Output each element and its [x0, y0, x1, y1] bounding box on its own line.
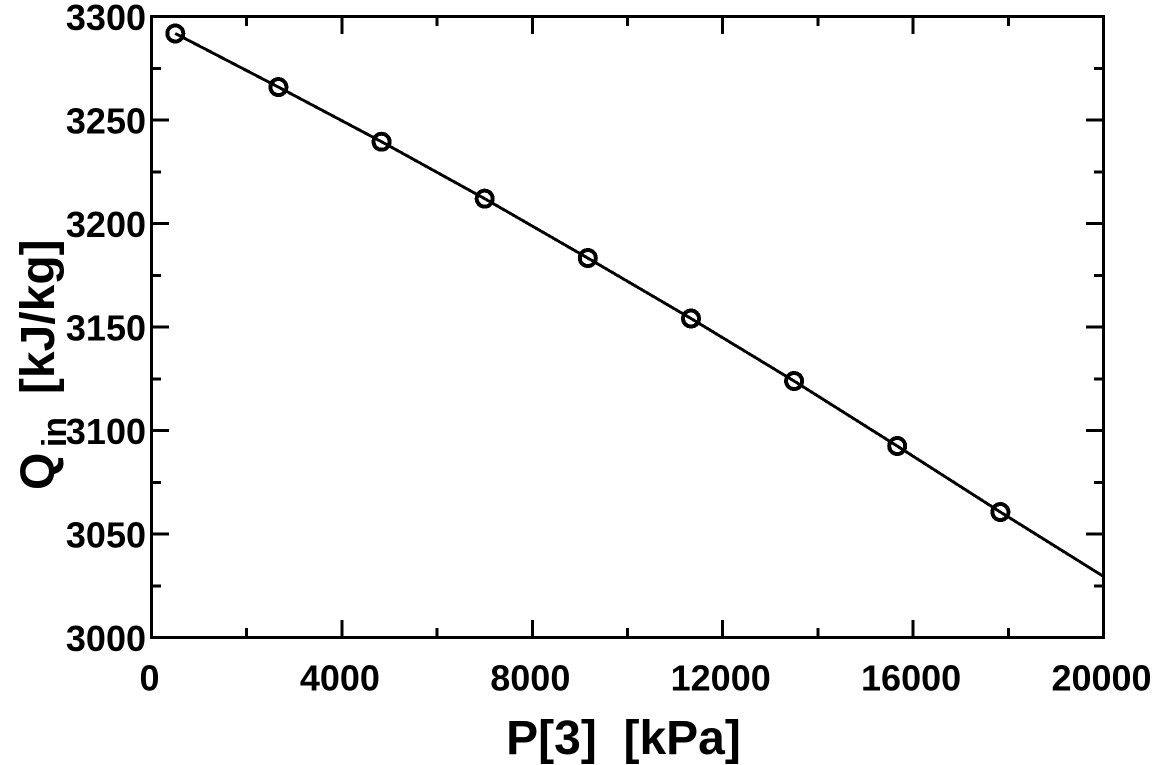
svg-text:12000: 12000	[671, 658, 771, 699]
svg-text:P[3] [kPa]: P[3] [kPa]	[506, 712, 741, 765]
svg-text:8000: 8000	[490, 658, 570, 699]
svg-text:3200: 3200	[66, 204, 146, 245]
svg-text:3100: 3100	[66, 411, 146, 452]
svg-text:3150: 3150	[66, 307, 146, 348]
svg-text:4000: 4000	[300, 658, 380, 699]
svg-text:20000: 20000	[1051, 658, 1151, 699]
svg-text:0: 0	[139, 658, 159, 699]
svg-text:3300: 3300	[66, 0, 146, 38]
svg-text:3000: 3000	[66, 618, 146, 659]
svg-text:16000: 16000	[861, 658, 961, 699]
svg-text:3050: 3050	[66, 514, 146, 555]
svg-text:3250: 3250	[66, 100, 146, 141]
